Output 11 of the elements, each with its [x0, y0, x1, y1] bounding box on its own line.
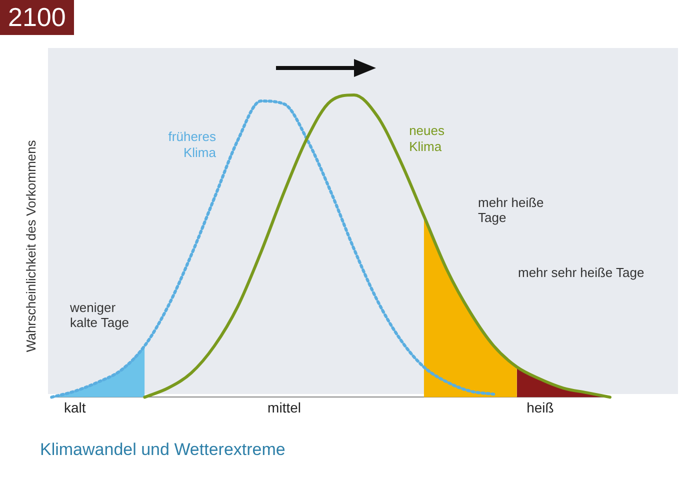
x-tick-label: mittel — [268, 399, 301, 416]
annotation: mehr heiße Tage — [478, 195, 545, 225]
text: Klimawandel und Wetterextreme — [40, 440, 286, 460]
series-label: früheres Klima — [168, 129, 217, 160]
y-axis-title: Wahrscheinlichkeit des Vorkommens — [23, 140, 38, 352]
x-tick-label: kalt — [64, 399, 86, 416]
annotation: mehr sehr heiße Tage — [518, 265, 646, 280]
annotation: weniger kalte Tage — [70, 300, 130, 330]
x-tick-label: heiß — [526, 399, 554, 416]
text: 2100 — [0, 0, 74, 35]
series-label: neues Klima — [409, 123, 445, 154]
